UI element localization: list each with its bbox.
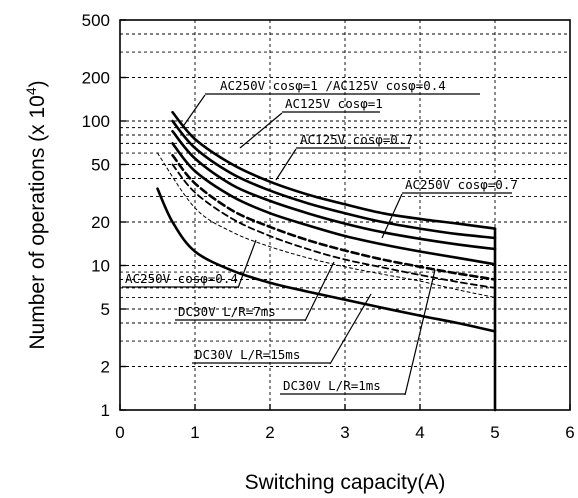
- y-axis-title-main: Number of operations (x 10: [26, 95, 49, 349]
- x-tick-label: 4: [415, 423, 424, 442]
- y-tick-label: 1: [101, 401, 110, 420]
- y-tick-label: 20: [91, 213, 110, 232]
- annotation-label: DC30V L/R=7ms: [178, 304, 276, 319]
- annotation-leader-line: [182, 95, 205, 128]
- annotation-label: DC30V L/R=15ms: [195, 347, 300, 362]
- y-tick-label: 500: [82, 11, 110, 30]
- y-tick-label: 50: [91, 155, 110, 174]
- annotation-label: DC30V L/R=1ms: [283, 378, 381, 393]
- y-tick-label: 10: [91, 257, 110, 276]
- y-tick-label: 200: [82, 69, 110, 88]
- y-tick-label: 2: [101, 358, 110, 377]
- y-tick-label: 5: [101, 300, 110, 319]
- x-axis-title: Switching capacity(A): [245, 471, 446, 494]
- annotation-label: AC250V cosφ=1 /AC125V cosφ=0.4: [220, 78, 446, 93]
- x-tick-label: 5: [490, 423, 499, 442]
- y-axis-title: Number of operations (x 104): [23, 80, 49, 349]
- x-tick-label: 1: [190, 423, 199, 442]
- curves: [158, 112, 496, 410]
- annotation-leader-line: [238, 240, 256, 288]
- annotation-label: AC125V cosφ=1: [285, 96, 383, 111]
- annotation-label: AC250V cosφ=0.4: [125, 271, 238, 286]
- y-axis-title-tail: ): [26, 80, 49, 87]
- x-tick-label: 2: [265, 423, 274, 442]
- annotation-label: AC125V cosφ=0.7: [300, 132, 413, 147]
- annotation-leader-line: [240, 113, 282, 148]
- annotation-leader-line: [330, 294, 371, 364]
- x-tick-label: 0: [115, 423, 124, 442]
- annotation-label: AC250V cosφ=0.7: [405, 177, 518, 192]
- x-tick-label: 6: [565, 423, 574, 442]
- x-tick-label: 3: [340, 423, 349, 442]
- series-line-5: [173, 155, 496, 279]
- y-tick-label: 100: [82, 112, 110, 131]
- y-axis-title-exponent: 4: [23, 87, 39, 95]
